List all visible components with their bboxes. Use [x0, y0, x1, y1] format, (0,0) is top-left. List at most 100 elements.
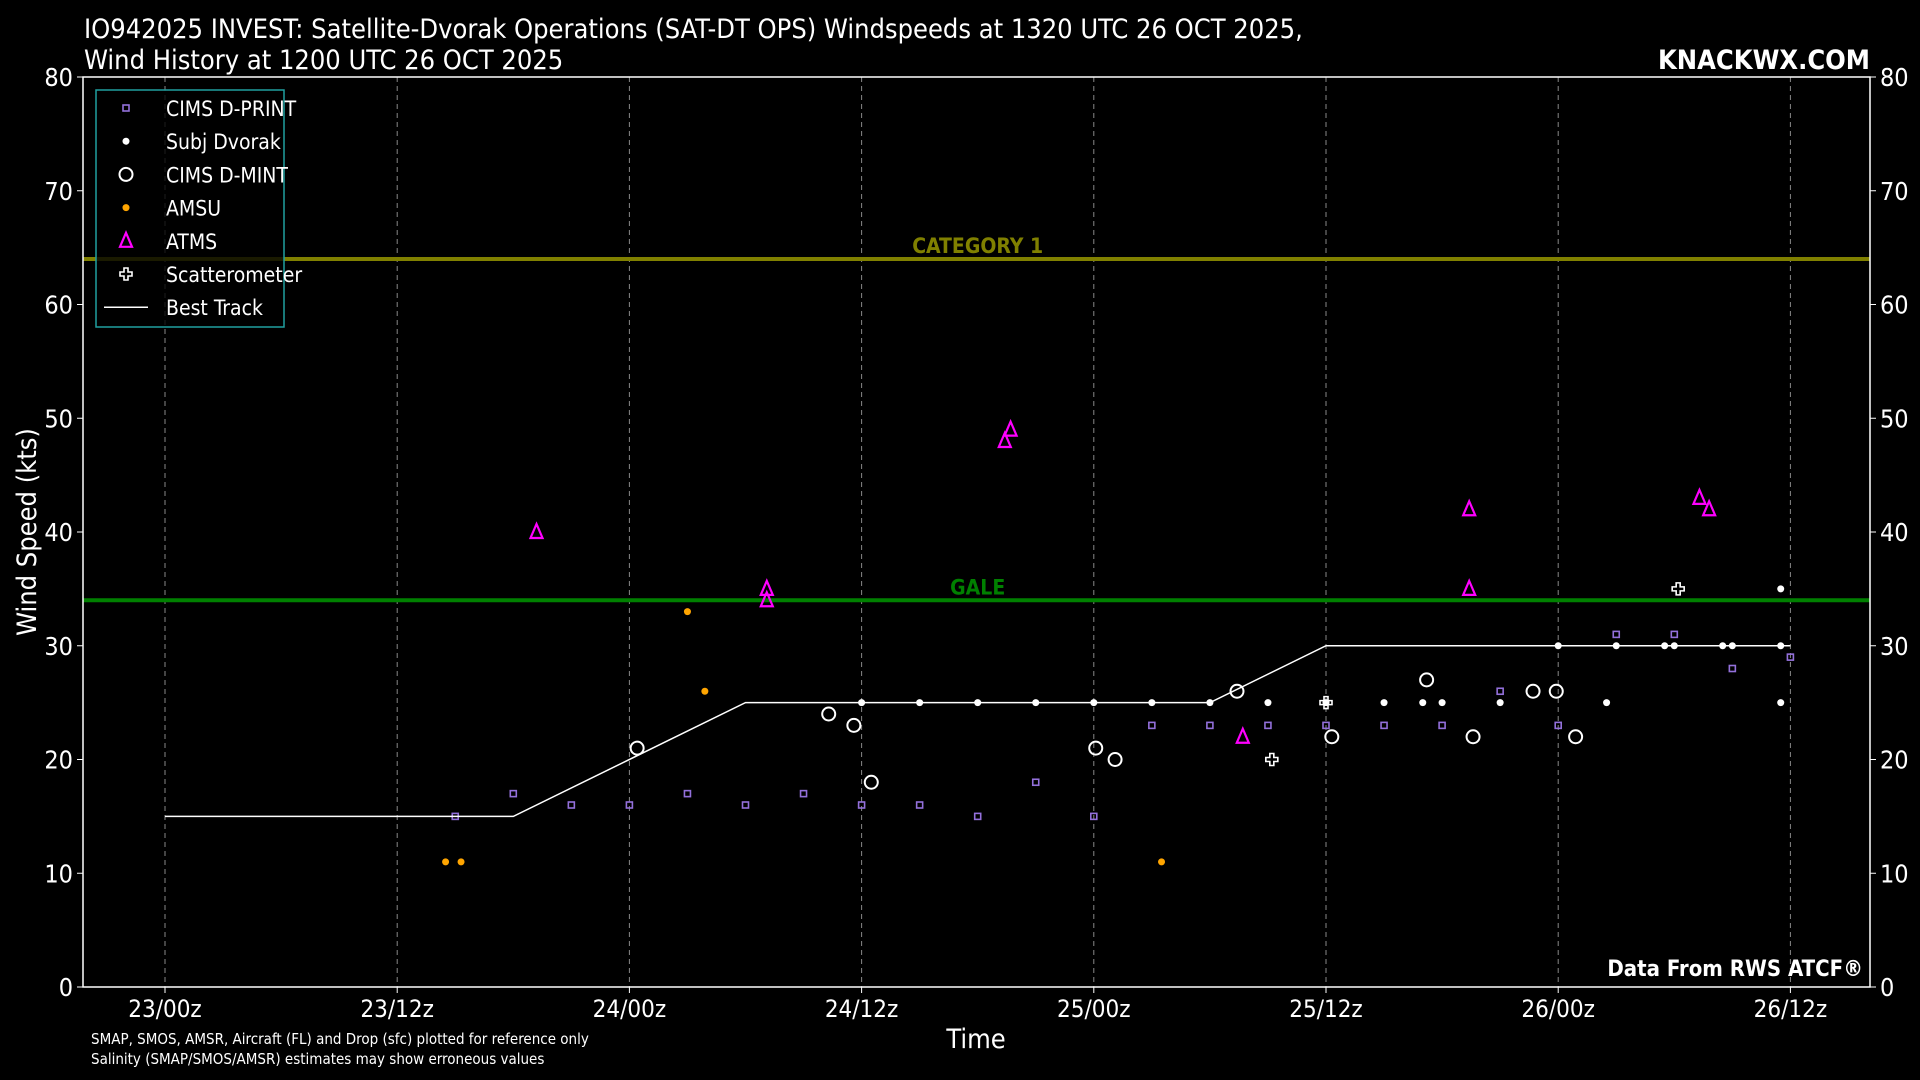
legend-label: AMSU	[166, 197, 221, 221]
point-cims-d-print	[1438, 721, 1446, 730]
point-cims-d-print	[1322, 721, 1330, 730]
point-subj-dvorak	[1777, 699, 1785, 707]
y-tick-label-right: 10	[1880, 859, 1909, 888]
y-tick-label-left: 60	[44, 291, 73, 320]
point-cims-d-mint	[1324, 729, 1340, 745]
legend-marker-cims-d-print	[122, 104, 130, 112]
point-cims-d-mint	[1568, 729, 1584, 745]
point-cims-d-mint	[629, 740, 645, 756]
point-scatterometer	[1671, 582, 1685, 596]
point-amsu	[701, 687, 709, 695]
point-cims-d-mint	[1419, 672, 1435, 688]
point-cims-d-mint	[1107, 752, 1123, 767]
point-cims-d-print	[1728, 664, 1737, 673]
chart-title-line2: Wind History at 1200 UTC 26 OCT 2025	[84, 45, 563, 76]
data-marks	[165, 418, 1795, 866]
x-tick-label: 24/00z	[593, 995, 667, 1023]
y-tick-label-right: 20	[1880, 746, 1909, 775]
legend-label: Best Track	[166, 296, 263, 320]
point-cims-d-print	[509, 789, 518, 798]
y-tick-label-left: 20	[44, 746, 73, 775]
point-cims-d-print	[1786, 653, 1795, 661]
legend-marker-amsu	[122, 204, 130, 212]
series-line-best-track	[165, 645, 1791, 818]
point-cims-d-print	[1206, 721, 1214, 730]
point-cims-d-print	[857, 801, 866, 809]
credit-label: Data From RWS ATCF®	[1607, 957, 1863, 982]
point-amsu	[442, 858, 450, 866]
point-atms	[997, 430, 1013, 449]
point-subj-dvorak	[1496, 699, 1504, 707]
x-tick-label: 25/00z	[1057, 995, 1131, 1023]
footnote-line2: Salinity (SMAP/SMOS/AMSR) estimates may …	[91, 1050, 544, 1068]
y-tick-label-right: 80	[1880, 63, 1909, 92]
point-cims-d-print	[1090, 812, 1098, 821]
plot-frame	[82, 76, 1871, 988]
legend-label: CIMS D-MINT	[166, 163, 288, 187]
point-cims-d-mint	[863, 774, 879, 790]
legend-marker-subj-dvorak	[122, 137, 130, 145]
grid	[164, 77, 1791, 987]
point-cims-d-mint	[1465, 729, 1481, 745]
point-cims-d-mint	[1525, 683, 1541, 699]
y-tick-label-right: 50	[1880, 404, 1909, 433]
x-tick-label: 24/12z	[825, 995, 899, 1023]
point-cims-d-print	[1148, 721, 1156, 730]
point-cims-d-print	[799, 789, 808, 798]
point-subj-dvorak	[1603, 699, 1611, 707]
point-cims-d-print	[973, 812, 982, 821]
y-tick-label-right: 30	[1880, 632, 1909, 661]
point-atms	[1691, 487, 1708, 505]
point-scatterometer	[1265, 752, 1279, 767]
point-atms	[1701, 498, 1717, 517]
point-cims-d-print	[1496, 687, 1504, 696]
point-cims-d-mint	[821, 706, 837, 722]
point-cims-d-print	[1264, 721, 1272, 730]
point-subj-dvorak	[1777, 585, 1785, 593]
point-cims-d-print	[1612, 630, 1621, 639]
point-subj-dvorak	[1264, 699, 1272, 707]
point-amsu	[457, 858, 465, 866]
y-tick-label-left: 80	[44, 63, 73, 92]
legend-marker-cims-d-mint	[118, 166, 134, 182]
y-tick-label-right: 70	[1880, 177, 1909, 206]
legend-label: Scatterometer	[166, 263, 302, 287]
x-axis-label: Time	[945, 1024, 1005, 1055]
threshold-label: GALE	[950, 575, 1005, 599]
point-subj-dvorak	[1380, 699, 1388, 707]
y-axis-label: Wind Speed (kts)	[12, 428, 43, 636]
point-cims-d-print	[1554, 721, 1562, 730]
point-cims-d-print	[1031, 778, 1040, 787]
x-tick-label: 25/12z	[1289, 995, 1363, 1023]
point-cims-d-mint	[1229, 683, 1245, 699]
y-tick-label-left: 0	[59, 973, 73, 1002]
legend-marker-scatterometer	[119, 267, 133, 281]
brand-label: KNACKWX.COM	[1658, 45, 1870, 76]
chart-title-line1: IO942025 INVEST: Satellite-Dvorak Operat…	[84, 14, 1303, 45]
y-tick-label-left: 70	[44, 177, 73, 206]
y-tick-label-right: 40	[1880, 518, 1909, 547]
x-tick-label: 23/12z	[360, 995, 434, 1023]
y-tick-label-right: 0	[1880, 973, 1894, 1002]
point-subj-dvorak	[1419, 699, 1427, 707]
point-cims-d-mint	[1088, 740, 1104, 756]
y-tick-label-left: 30	[44, 632, 73, 661]
x-tick-label: 26/00z	[1521, 995, 1595, 1023]
point-amsu	[683, 608, 691, 616]
point-cims-d-print	[625, 801, 634, 809]
point-atms	[759, 589, 775, 608]
y-tick-label-left: 50	[44, 404, 73, 433]
point-atms	[1461, 498, 1477, 517]
point-atms	[1461, 578, 1477, 596]
legend-marker-atms	[118, 230, 134, 248]
threshold-label: CATEGORY 1	[912, 234, 1043, 258]
x-tick-label: 23/00z	[128, 995, 202, 1023]
point-cims-d-print	[1670, 630, 1679, 639]
footnote-line1: SMAP, SMOS, AMSR, Aircraft (FL) and Drop…	[91, 1030, 589, 1048]
point-cims-d-print	[1380, 721, 1388, 730]
point-cims-d-print	[741, 801, 750, 809]
point-cims-d-mint	[1548, 683, 1564, 699]
legend-label: CIMS D-PRINT	[166, 97, 297, 121]
point-atms	[1002, 418, 1019, 437]
